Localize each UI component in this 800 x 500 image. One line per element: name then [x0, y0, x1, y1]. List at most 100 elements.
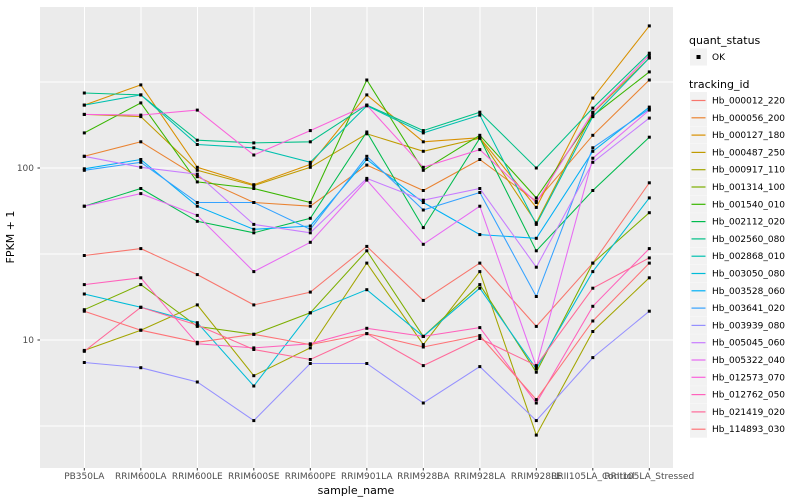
data-point-Hb_002868_010-RRII105LA_Control	[591, 115, 595, 119]
legend-label-Hb_001540_010: Hb_001540_010	[712, 200, 785, 210]
data-point-Hb_005045_060-PB350LA	[82, 154, 86, 158]
data-point-Hb_001540_010-RRIM928BA	[421, 168, 425, 172]
data-point-Hb_003528_060-RRIM928LA	[478, 233, 482, 237]
data-point-Hb_002560_080-RRIM600PE	[308, 140, 312, 144]
legend-label-Hb_003528_060: Hb_003528_060	[712, 287, 785, 297]
data-point-Hb_000917_110-RRIM928LA	[478, 270, 482, 274]
data-point-Hb_000917_110-RRIM928LE	[534, 433, 538, 437]
data-point-Hb_000127_180-RRIM901LA	[365, 93, 369, 97]
data-point-Hb_114893_030-RRIM600LE	[195, 340, 199, 344]
data-point-Hb_001314_100-RRIM928LA	[478, 283, 482, 287]
data-point-Hb_002868_010-RRIM600LE	[195, 143, 199, 146]
data-point-Hb_003641_020-RRIM600PE	[308, 227, 312, 231]
data-point-Hb_003939_080-RRII105LA_Stressed	[647, 309, 651, 313]
data-point-Hb_002560_080-RRIM928BA	[421, 129, 425, 133]
data-point-Hb_003050_080-RRIM901LA	[365, 288, 369, 292]
data-point-Hb_002868_010-PB350LA	[82, 103, 86, 107]
legend-label-Hb_021419_020: Hb_021419_020	[712, 408, 785, 418]
data-point-Hb_114893_030-PB350LA	[82, 309, 86, 313]
data-point-Hb_002112_020-RRIM901LA	[365, 130, 369, 134]
data-point-Hb_021419_020-RRIM600PE	[308, 358, 312, 361]
data-point-Hb_000127_180-RRII105LA_Control	[591, 96, 595, 100]
legend-entry-Hb_005045_060: Hb_005045_060	[690, 334, 785, 352]
plot-panel	[40, 7, 673, 468]
data-point-Hb_005045_060-RRIM600PE	[308, 231, 312, 235]
data-point-Hb_003641_020-RRIM600SE	[252, 201, 256, 204]
data-point-Hb_001540_010-RRIM928LA	[478, 133, 482, 137]
data-point-Hb_001540_010-RRIM600PE	[308, 201, 312, 204]
data-point-Hb_000917_110-RRIM600PE	[308, 346, 312, 350]
data-point-Hb_001314_100-RRIM600LA	[139, 283, 143, 287]
data-point-Hb_003939_080-PB350LA	[82, 361, 86, 364]
data-point-Hb_003050_080-RRIM928LA	[478, 286, 482, 290]
x-tick-label-RRIM928BA: RRIM928BA	[397, 472, 450, 482]
legend-label-Hb_005045_060: Hb_005045_060	[712, 339, 785, 349]
data-point-Hb_001314_100-RRII105LA_Stressed	[647, 211, 651, 215]
data-point-Hb_000127_180-RRIM928LE	[534, 205, 538, 209]
data-point-Hb_012762_050-RRIM600LA	[139, 276, 143, 280]
legend-entry-Hb_000056_200: Hb_000056_200	[690, 109, 785, 127]
data-point-Hb_003050_080-RRIM600LE	[195, 321, 199, 325]
legend-label-Hb_003939_080: Hb_003939_080	[712, 321, 785, 331]
legend-label-Hb_003050_080: Hb_003050_080	[712, 270, 785, 280]
data-point-Hb_000917_110-RRIM901LA	[365, 261, 369, 265]
legend-title-tracking-id: tracking_id	[689, 78, 750, 91]
data-point-Hb_003528_060-RRIM928BA	[421, 201, 425, 204]
data-point-Hb_005045_060-RRIM901LA	[365, 176, 369, 180]
legend-label-Hb_000012_220: Hb_000012_220	[712, 97, 785, 107]
data-point-Hb_005322_040-RRIM600SE	[252, 270, 256, 274]
data-point-Hb_021419_020-RRIM600SE	[252, 348, 256, 351]
data-point-Hb_005045_060-RRII105LA_Control	[591, 160, 595, 164]
data-point-Hb_114893_030-RRIM901LA	[365, 332, 369, 336]
data-point-Hb_001540_010-PB350LA	[82, 131, 86, 135]
legend-label-ok: OK	[712, 53, 726, 63]
data-point-Hb_005322_040-RRIM600LA	[139, 192, 143, 196]
x-tick-label-RRIM600PE: RRIM600PE	[285, 472, 337, 482]
legend-entry-Hb_002868_010: Hb_002868_010	[690, 247, 785, 265]
data-point-Hb_002868_010-RRIM928LA	[478, 113, 482, 117]
data-point-Hb_003641_020-RRII105LA_Control	[591, 146, 595, 150]
data-point-Hb_000012_220-RRII105LA_Stressed	[647, 181, 651, 185]
data-point-Hb_002112_020-RRIM928LE	[534, 249, 538, 253]
data-point-Hb_005322_040-RRIM928LA	[478, 204, 482, 208]
x-tick-label-PB350LA: PB350LA	[64, 472, 105, 482]
legend-label-Hb_003641_020: Hb_003641_020	[712, 304, 785, 314]
legend-entry-Hb_002112_020: Hb_002112_020	[690, 213, 785, 231]
data-point-Hb_000056_200-RRIM901LA	[365, 163, 369, 167]
data-point-Hb_002868_010-RRIM600LA	[139, 93, 143, 97]
data-point-Hb_002112_020-RRIM600SE	[252, 231, 256, 235]
data-point-Hb_003050_080-RRIM600PE	[308, 311, 312, 315]
legend-entry-Hb_000012_220: Hb_000012_220	[690, 92, 785, 109]
data-point-Hb_000487_250-RRIM600PE	[308, 165, 312, 169]
data-point-Hb_002112_020-RRIM600PE	[308, 216, 312, 220]
data-point-Hb_012573_070-RRIM928LA	[478, 148, 482, 152]
data-point-Hb_003939_080-RRIM600PE	[308, 362, 312, 365]
data-point-Hb_005045_060-RRIM928LA	[478, 187, 482, 190]
data-point-Hb_003528_060-RRIM928LE	[534, 236, 538, 240]
data-point-Hb_003528_060-RRIM600LE	[195, 204, 199, 208]
data-point-Hb_012573_070-RRIM928LE	[534, 201, 538, 204]
legend-label-Hb_002112_020: Hb_002112_020	[712, 218, 785, 228]
data-point-Hb_003528_060-RRIM600SE	[252, 227, 256, 231]
data-point-Hb_012762_050-RRIM901LA	[365, 326, 369, 330]
data-point-Hb_000917_110-RRIM600SE	[252, 374, 256, 378]
data-point-Hb_005322_040-PB350LA	[82, 204, 86, 208]
data-point-Hb_003939_080-RRIM600SE	[252, 419, 256, 423]
data-point-Hb_002560_080-PB350LA	[82, 91, 86, 95]
data-point-Hb_005045_060-RRIM600LE	[195, 172, 199, 176]
data-point-Hb_002112_020-RRII105LA_Control	[591, 189, 595, 192]
data-point-Hb_001540_010-RRII105LA_Stressed	[647, 70, 651, 74]
data-point-Hb_001540_010-RRIM928LE	[534, 196, 538, 200]
data-point-Hb_003641_020-RRIM928LE	[534, 295, 538, 298]
legend-label-Hb_000917_110: Hb_000917_110	[712, 166, 785, 176]
data-point-Hb_012762_050-RRIM928LE	[534, 401, 538, 405]
data-point-Hb_003528_060-RRII105LA_Control	[591, 149, 595, 153]
data-point-Hb_003050_080-RRII105LA_Control	[591, 270, 595, 274]
data-point-Hb_001540_010-RRIM600LE	[195, 180, 199, 184]
legend-entry-Hb_003050_080: Hb_003050_080	[690, 265, 785, 282]
data-point-Hb_114893_030-RRII105LA_Control	[591, 319, 595, 323]
data-point-Hb_005045_060-RRIM600SE	[252, 222, 256, 226]
data-point-Hb_000056_200-RRIM600LE	[195, 175, 199, 179]
data-point-Hb_114893_030-RRIM600LA	[139, 328, 143, 332]
data-point-Hb_000056_200-RRII105LA_Stressed	[647, 78, 651, 82]
